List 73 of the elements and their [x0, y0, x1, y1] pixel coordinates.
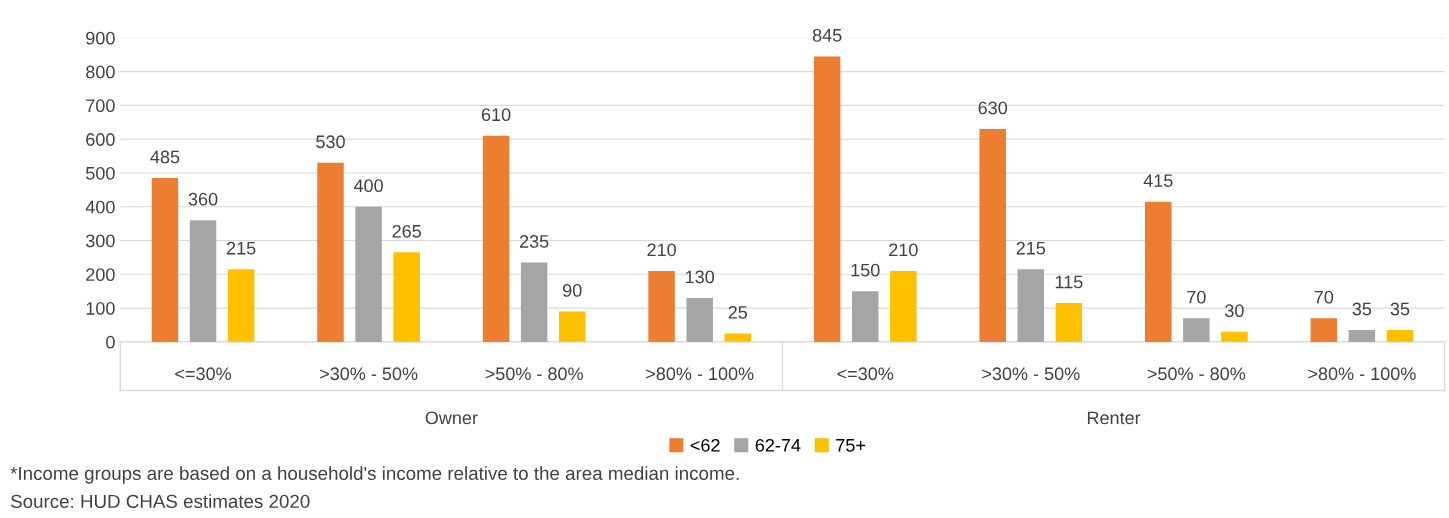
data-label: 25: [728, 305, 748, 319]
x-tick-label: <=30%: [175, 367, 232, 381]
bar: [317, 162, 344, 342]
bar: [890, 270, 917, 342]
x-tick-label: >30% - 50%: [320, 367, 418, 381]
bar: [724, 333, 752, 342]
data-label: 360: [188, 192, 218, 206]
data-label: 35: [1352, 302, 1372, 316]
legend-label: <62: [690, 438, 720, 452]
bar: [1386, 330, 1414, 342]
bar: [1055, 303, 1083, 342]
bar: [558, 311, 586, 342]
y-tick-label: 100: [86, 302, 115, 315]
data-label: 35: [1390, 302, 1410, 316]
source-note: Source: HUD CHAS estimates 2020: [11, 494, 310, 509]
bar: [979, 129, 1006, 342]
data-label: 210: [647, 243, 676, 257]
bar: [648, 270, 675, 342]
data-label: 400: [353, 179, 383, 193]
data-label: 130: [686, 270, 715, 284]
bar: [189, 220, 217, 342]
y-tick-label: 500: [86, 166, 115, 180]
data-label: 70: [1314, 290, 1334, 304]
x-tick-label: >80% - 100%: [646, 367, 754, 381]
data-label: 415: [1143, 174, 1173, 187]
y-tick-label: 400: [85, 200, 115, 214]
bar: [813, 56, 841, 342]
data-label: 30: [1225, 304, 1244, 318]
bar: [1348, 330, 1376, 342]
bar: [482, 135, 510, 342]
data-label: 530: [316, 135, 345, 149]
bar: [1310, 318, 1338, 342]
bar: [851, 291, 879, 342]
data-label: 485: [150, 150, 180, 164]
data-label: 210: [889, 243, 918, 257]
text: *Income groups are based on a household's income relative to the area median income.: [10, 466, 739, 484]
x-tick-label: >80% - 100%: [1308, 367, 1416, 381]
data-label: 630: [978, 101, 1008, 115]
y-tick-label: 300: [85, 234, 115, 248]
x-tick-label: <=30%: [837, 367, 894, 381]
data-label: 845: [812, 28, 842, 42]
y-tick-label: 900: [86, 31, 115, 45]
bar: [227, 269, 255, 342]
text: Owner: [425, 411, 478, 425]
x-tick-label: >30% - 50%: [982, 367, 1080, 381]
bar: [355, 206, 382, 342]
bar: [1145, 201, 1172, 342]
y-tick-label: 600: [86, 133, 115, 146]
y-tick-label: 0: [106, 335, 115, 349]
bar: [151, 178, 179, 342]
bar: [1017, 269, 1045, 342]
x-tick-label: >50% - 80%: [485, 367, 583, 381]
data-label: 215: [226, 241, 256, 255]
data-label: 215: [1016, 241, 1046, 255]
bar: [393, 252, 420, 342]
y-tick-label: 700: [86, 99, 115, 113]
legend-label: 75+: [836, 439, 866, 452]
data-label: 235: [519, 235, 549, 248]
x-tick-label: >50% - 80%: [1147, 367, 1246, 381]
data-label: 70: [1187, 290, 1206, 304]
data-label: 90: [563, 284, 582, 297]
data-label: 115: [1055, 275, 1083, 289]
y-tick-label: 200: [86, 268, 115, 282]
bar: [1221, 331, 1248, 342]
data-label: 265: [392, 224, 421, 238]
bar: [686, 297, 713, 342]
data-label: 610: [481, 108, 511, 122]
data-label: 150: [851, 263, 880, 277]
bar: [520, 262, 548, 342]
y-tick-label: 800: [86, 65, 115, 79]
legend-label: 62-74: [755, 438, 801, 452]
bar: [1183, 318, 1210, 342]
text: Renter: [1087, 411, 1141, 425]
